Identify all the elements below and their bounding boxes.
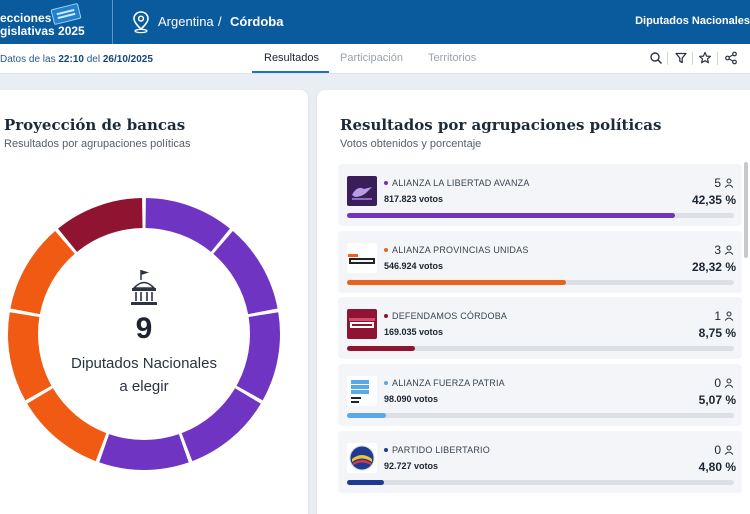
brand-line-1: ecciones	[0, 11, 52, 25]
person-icon	[724, 311, 734, 321]
party-share-bar	[347, 413, 734, 418]
party-row[interactable]: ALIANZA PROVINCIAS UNIDAS 546.924 votos …	[338, 231, 742, 293]
brand-line-2: gislativas 2025	[0, 24, 85, 38]
party-seats: 1	[714, 309, 734, 323]
person-icon	[724, 178, 734, 188]
person-icon	[724, 445, 734, 455]
party-percent: 28,32 %	[691, 260, 736, 274]
provincias-unidas-logo	[347, 243, 377, 273]
breadcrumb-country[interactable]: Argentina	[158, 14, 214, 29]
elections-logo[interactable]: ecciones gislativas 2025	[0, 2, 110, 40]
breadcrumb-separator: /	[218, 14, 222, 29]
party-votes: 98.090 votos	[384, 394, 439, 404]
congress-building-icon	[131, 270, 157, 305]
toolbar-divider	[717, 52, 718, 65]
tab-territorios[interactable]: Territorios	[428, 52, 477, 64]
party-share-bar	[347, 213, 734, 218]
partido-libertario-logo	[347, 443, 377, 473]
party-share-fill	[347, 213, 675, 218]
top-header: ecciones gislativas 2025 Argentina / Cór…	[0, 0, 750, 44]
category-selector[interactable]: Diputados Nacionales	[635, 15, 750, 27]
share-icon[interactable]	[724, 51, 738, 65]
seat-segment	[10, 231, 75, 315]
party-row[interactable]: ALIANZA LA LIBERTAD AVANZA 817.823 votos…	[338, 164, 742, 226]
party-share-fill	[347, 480, 385, 485]
party-share-fill	[347, 280, 567, 285]
party-name: DEFENDAMOS CÓRDOBA	[384, 311, 507, 321]
party-percent: 8,75 %	[698, 326, 736, 340]
seat-segment	[7, 312, 52, 401]
party-results-title: Resultados por agrupaciones políticas	[340, 116, 662, 134]
total-seats-number: 9	[135, 312, 153, 345]
seat-segment	[236, 312, 280, 401]
breadcrumb-province[interactable]: Córdoba	[230, 14, 284, 29]
data-timestamp: Datos de las 22:10 del 26/10/2025	[0, 54, 153, 65]
results-scrollbar[interactable]	[744, 162, 748, 258]
seat-projection-title: Proyección de bancas	[4, 116, 186, 134]
tab-resultados[interactable]: Resultados	[264, 52, 320, 64]
party-name: PARTIDO LIBERTARIO	[384, 445, 490, 455]
seats-donut-chart	[7, 198, 280, 470]
party-row[interactable]: PARTIDO LIBERTARIO 92.727 votos 0 4,80 %	[338, 431, 742, 493]
party-share-bar	[347, 280, 734, 285]
defendamos-cordoba-logo	[347, 309, 377, 339]
seat-segment	[58, 198, 143, 252]
seat-segment	[27, 388, 107, 462]
party-percent: 4,80 %	[698, 460, 736, 474]
seat-segment	[145, 198, 230, 252]
sub-navigation: Datos de las 22:10 del 26/10/2025 Result…	[0, 44, 750, 74]
person-icon	[724, 245, 734, 255]
star-icon[interactable]	[698, 51, 712, 65]
party-seats: 0	[714, 376, 734, 390]
search-icon[interactable]	[649, 51, 663, 65]
party-name: ALIANZA PROVINCIAS UNIDAS	[384, 245, 529, 255]
seat-segment	[213, 231, 278, 315]
party-votes: 817.823 votos	[384, 194, 444, 204]
seats-caption-line-1: Diputados Nacionales	[71, 355, 217, 372]
active-tab-indicator	[252, 71, 329, 73]
toolbar-divider	[692, 52, 693, 65]
party-votes: 169.035 votos	[384, 327, 444, 337]
party-row[interactable]: DEFENDAMOS CÓRDOBA 169.035 votos 1 8,75 …	[338, 297, 742, 359]
ballot-icon	[50, 2, 82, 26]
fuerza-patria-logo	[347, 376, 377, 406]
party-share-fill	[347, 413, 387, 418]
party-votes: 92.727 votos	[384, 461, 439, 471]
tab-participacion[interactable]: Participación	[340, 52, 403, 64]
party-seats: 0	[714, 443, 734, 457]
party-percent: 42,35 %	[691, 193, 736, 207]
lla-logo	[347, 176, 377, 206]
party-seats: 3	[714, 243, 734, 257]
party-votes: 546.924 votos	[384, 261, 444, 271]
party-percent: 5,07 %	[698, 393, 736, 407]
party-share-fill	[347, 346, 415, 351]
seats-caption-line-2: a elegir	[119, 378, 169, 395]
party-seats: 5	[714, 176, 734, 190]
party-row[interactable]: ALIANZA FUERZA PATRIA 98.090 votos 0 5,0…	[338, 364, 742, 426]
location-pin-icon[interactable]	[130, 10, 152, 34]
party-name: ALIANZA FUERZA PATRIA	[384, 378, 505, 388]
toolbar-divider	[667, 52, 668, 65]
header-divider	[112, 0, 113, 44]
party-share-bar	[347, 480, 734, 485]
party-name: ALIANZA LA LIBERTAD AVANZA	[384, 178, 530, 188]
person-icon	[724, 378, 734, 388]
seat-segment	[181, 388, 261, 462]
filter-icon[interactable]	[674, 51, 688, 65]
seat-projection-subtitle: Resultados por agrupaciones políticas	[4, 138, 191, 150]
party-results-subtitle: Votos obtenidos y porcentaje	[340, 138, 482, 150]
party-share-bar	[347, 346, 734, 351]
seat-segment	[99, 434, 189, 470]
